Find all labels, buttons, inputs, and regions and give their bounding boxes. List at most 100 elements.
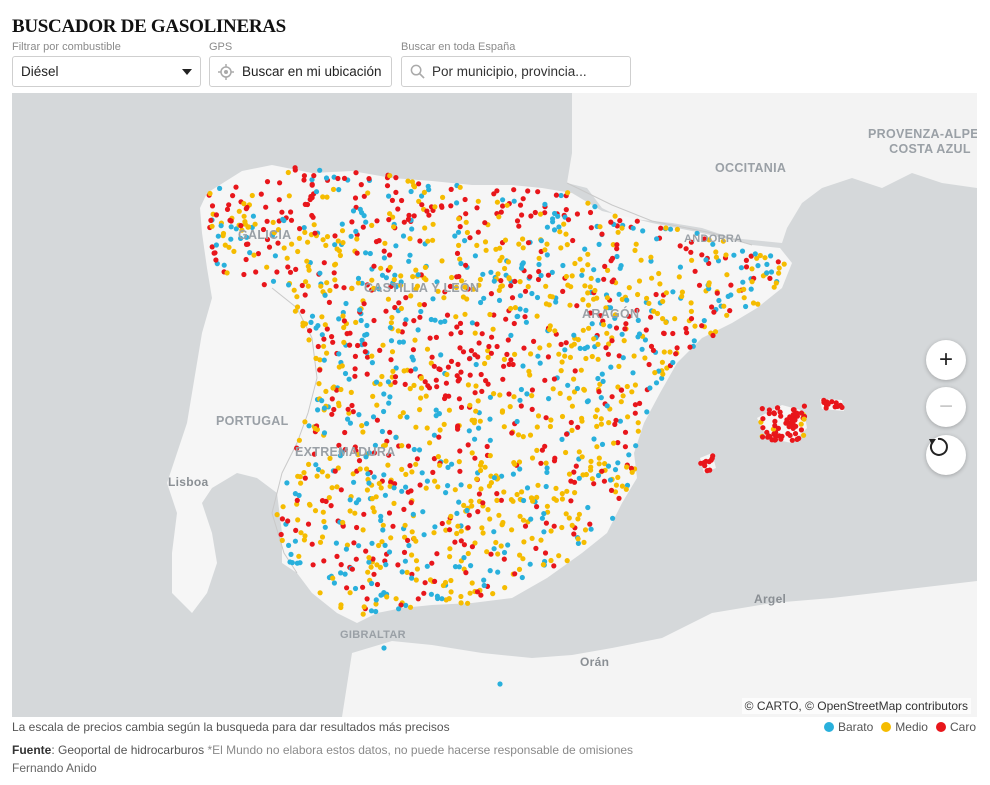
station-dot[interactable] [421,189,427,195]
station-dot[interactable] [497,392,503,398]
station-dot[interactable] [439,204,445,210]
station-dot[interactable] [312,508,319,514]
station-dot[interactable] [628,465,635,471]
station-dot[interactable] [393,189,399,195]
station-dot[interactable] [727,308,733,314]
station-dot[interactable] [519,212,525,218]
station-dot[interactable] [488,350,494,356]
station-dot[interactable] [406,542,412,549]
station-dot[interactable] [601,276,607,282]
station-dot[interactable] [455,361,461,367]
station-dot[interactable] [514,418,520,425]
station-dot[interactable] [226,202,232,208]
station-dot[interactable] [413,558,420,564]
station-dot[interactable] [379,373,385,380]
station-dot[interactable] [544,465,550,471]
station-dot[interactable] [417,238,423,244]
station-dot[interactable] [474,205,480,211]
station-dot[interactable] [390,368,396,374]
station-dot[interactable] [626,452,632,458]
station-dot[interactable] [408,188,414,195]
station-dot[interactable] [272,253,278,259]
station-dot[interactable] [457,468,463,474]
station-dot[interactable] [294,294,300,300]
station-dot[interactable] [444,371,450,378]
station-dot[interactable] [386,193,392,199]
station-dot[interactable] [335,238,341,244]
station-dot[interactable] [319,498,326,504]
station-dot[interactable] [278,531,284,538]
station-dot[interactable] [576,475,582,481]
station-dot[interactable] [415,596,421,602]
station-dot[interactable] [249,192,255,199]
station-dot[interactable] [481,577,487,583]
station-dot[interactable] [588,467,594,473]
station-dot[interactable] [571,376,577,382]
station-dot[interactable] [379,428,385,435]
station-dot[interactable] [488,551,494,557]
station-dot[interactable] [506,361,512,367]
station-dot[interactable] [752,251,758,257]
station-dot[interactable] [433,407,439,413]
station-dot[interactable] [563,207,569,213]
station-dot[interactable] [410,274,416,280]
station-dot[interactable] [441,295,447,301]
station-dot[interactable] [594,295,600,301]
station-dot[interactable] [596,455,602,461]
station-dot[interactable] [688,249,694,255]
station-dot[interactable] [569,522,575,528]
station-dot[interactable] [570,237,576,244]
station-dot[interactable] [543,520,550,526]
station-dot[interactable] [418,395,424,401]
station-dot[interactable] [476,340,482,346]
station-dot[interactable] [305,239,311,245]
station-dot[interactable] [429,354,435,360]
station-dot[interactable] [292,167,298,173]
station-dot[interactable] [688,300,694,306]
station-dot[interactable] [599,468,605,474]
station-dot[interactable] [434,384,440,390]
station-dot[interactable] [381,472,387,478]
station-dot[interactable] [495,271,501,277]
station-dot[interactable] [442,318,448,324]
station-dot[interactable] [440,194,446,200]
station-dot[interactable] [427,335,433,341]
station-dot[interactable] [592,204,598,210]
station-dot[interactable] [308,319,314,325]
station-dot[interactable] [472,390,478,396]
station-dot[interactable] [614,242,620,248]
station-dot[interactable] [536,261,542,268]
station-dot[interactable] [241,201,247,207]
station-dot[interactable] [355,452,361,458]
station-dot[interactable] [289,560,295,566]
station-dot[interactable] [613,325,620,331]
station-dot[interactable] [498,278,504,284]
station-dot[interactable] [632,247,638,253]
station-dot[interactable] [407,386,413,392]
station-dot[interactable] [356,497,362,503]
station-dot[interactable] [517,466,523,472]
station-dot[interactable] [366,559,372,565]
station-dot[interactable] [385,379,391,385]
station-dot[interactable] [679,289,686,295]
station-dot[interactable] [595,375,601,382]
station-dot[interactable] [360,224,366,230]
station-dot[interactable] [514,491,520,498]
station-dot[interactable] [319,332,325,338]
station-dot[interactable] [431,363,437,369]
station-dot[interactable] [354,250,360,256]
station-dot[interactable] [407,604,414,610]
station-dot[interactable] [281,245,287,251]
station-dot[interactable] [354,524,360,531]
station-dot[interactable] [467,235,473,241]
station-dot[interactable] [467,372,473,378]
station-dot[interactable] [410,511,416,517]
station-dot[interactable] [688,239,695,245]
station-dot[interactable] [399,569,405,575]
station-dot[interactable] [491,546,497,552]
station-dot[interactable] [386,217,392,223]
station-dot[interactable] [496,214,502,220]
station-dot[interactable] [320,194,326,200]
station-dot[interactable] [423,393,429,399]
station-dot[interactable] [575,540,582,546]
